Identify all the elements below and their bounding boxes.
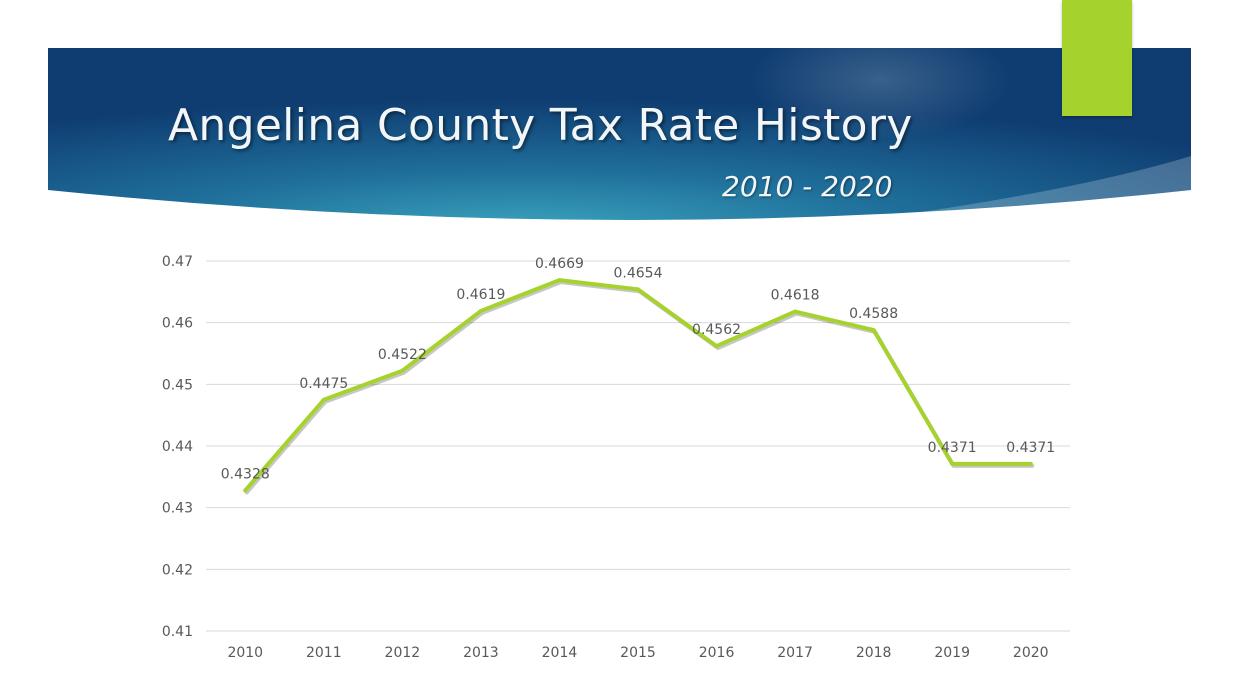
data-point (793, 309, 798, 314)
x-tick-label: 2012 (385, 645, 421, 661)
data-point (950, 461, 955, 466)
slide-subtitle: 2010 - 2020 (722, 170, 893, 203)
x-tick-label: 2014 (542, 645, 578, 661)
x-tick-label: 2016 (699, 645, 735, 661)
title-banner (48, 20, 1191, 220)
series-line-shadow (244, 280, 1035, 495)
x-tick-label: 2017 (777, 645, 813, 661)
data-point (478, 308, 483, 313)
data-label: 0.4654 (614, 265, 663, 281)
data-label: 0.4522 (378, 347, 427, 363)
data-label: 0.4588 (849, 306, 898, 322)
series-line (243, 278, 1035, 495)
x-tick-label: 2013 (463, 645, 499, 661)
data-label: 0.4669 (535, 256, 584, 272)
data-point (871, 328, 876, 333)
y-tick-label: 0.45 (162, 377, 193, 393)
y-tick-label: 0.43 (162, 501, 193, 517)
data-label: 0.4371 (928, 440, 977, 456)
series-line (243, 278, 1033, 493)
data-label: 0.4618 (771, 288, 820, 304)
x-axis-ticks: 2010 2011 2012 2013 2014 2015 2016 2017 2018 2019… (227, 645, 1048, 661)
data-labels: 0.4328 0.4475 0.4522 0.4619 0.4669 0.4654 0.45… (221, 256, 1055, 482)
data-label: 0.4371 (1006, 440, 1055, 456)
y-tick-label: 0.42 (162, 562, 193, 578)
x-tick-label: 2020 (1013, 645, 1049, 661)
data-point (714, 344, 719, 349)
gridlines (206, 260, 1070, 632)
data-label: 0.4475 (299, 376, 348, 392)
x-tick-label: 2018 (856, 645, 892, 661)
data-label: 0.4562 (692, 322, 741, 338)
accent-tab (1062, 0, 1132, 116)
data-point (1028, 461, 1033, 466)
y-tick-label: 0.47 (162, 254, 193, 270)
data-point (243, 488, 248, 493)
x-tick-label: 2011 (306, 645, 342, 661)
y-tick-label: 0.46 (162, 316, 193, 332)
data-label: 0.4328 (221, 466, 270, 482)
x-tick-label: 2019 (934, 645, 970, 661)
x-tick-label: 2015 (620, 645, 656, 661)
x-tick-label: 2010 (227, 645, 263, 661)
data-point (557, 278, 562, 283)
y-axis-ticks: 0.41 0.42 0.43 0.44 0.45 0.46 0.47 (162, 254, 193, 640)
data-point (636, 287, 640, 292)
y-tick-label: 0.41 (162, 624, 193, 640)
data-label: 0.4619 (456, 287, 505, 303)
data-point (321, 397, 326, 402)
slide-title: Angelina County Tax Rate History (168, 100, 913, 151)
y-tick-label: 0.44 (162, 439, 193, 455)
data-point (400, 368, 405, 373)
